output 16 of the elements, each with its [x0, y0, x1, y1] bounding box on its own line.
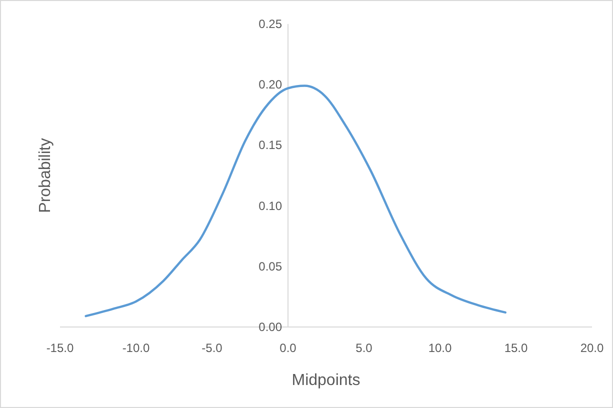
- y-tick-label: 0.25: [258, 17, 282, 31]
- x-tick-label: -5.0: [202, 341, 223, 355]
- y-tick-label: 0.10: [258, 198, 282, 213]
- x-tick-label: 0.0: [280, 341, 297, 355]
- x-tick-label: 15.0: [504, 341, 528, 355]
- y-tick-label: 0.05: [258, 259, 282, 274]
- x-tick-label: -15.0: [46, 341, 74, 355]
- x-tick-label: 10.0: [428, 341, 452, 355]
- y-tick-label: 0.15: [258, 138, 282, 152]
- x-tick-label: 20.0: [580, 341, 604, 355]
- x-axis-title: Midpoints: [292, 372, 360, 389]
- x-tick-label: -10.0: [122, 341, 150, 355]
- y-tick-label: 0.00: [258, 320, 282, 334]
- x-tick-label: 5.0: [356, 341, 373, 355]
- y-axis-title: Probability: [37, 138, 54, 213]
- y-tick-label: 0.20: [258, 78, 282, 92]
